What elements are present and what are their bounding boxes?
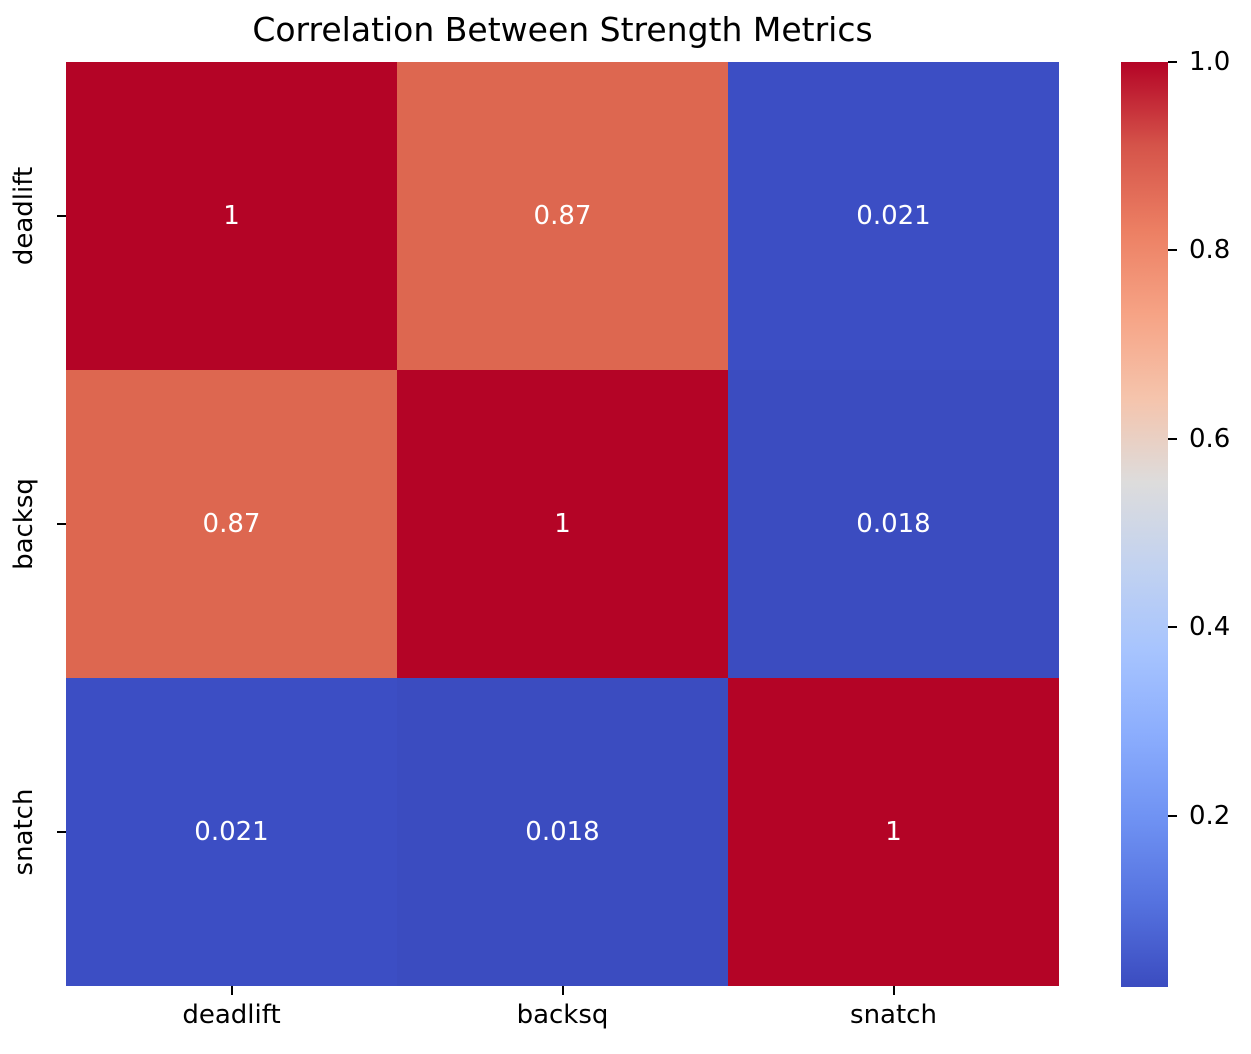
colorbar-tick-label: 0.6 bbox=[1189, 423, 1231, 454]
x-tick-label: backsq bbox=[516, 1000, 609, 1030]
heatmap-cell: 0.018 bbox=[397, 678, 728, 986]
x-axis: deadlift backsq snatch bbox=[66, 986, 1059, 1054]
colorbar-gradient bbox=[1121, 62, 1168, 987]
x-tick-mark bbox=[561, 986, 564, 995]
x-tick-label: deadlift bbox=[182, 1000, 281, 1030]
colorbar-tick-label: 0.4 bbox=[1189, 612, 1231, 643]
x-tick-mark bbox=[892, 986, 895, 995]
colorbar-tick-mark bbox=[1168, 61, 1177, 63]
heatmap-cell-value: 0.018 bbox=[525, 817, 600, 847]
colorbar-tick-label: 1.0 bbox=[1189, 47, 1231, 77]
colorbar-tick-mark bbox=[1168, 437, 1177, 440]
heatmap-cell: 0.87 bbox=[397, 62, 728, 370]
heatmap-grid: 1 0.87 0.021 0.87 1 0.018 0.021 0.018 1 bbox=[66, 62, 1059, 986]
colorbar-tick-label: 0.2 bbox=[1189, 800, 1231, 831]
y-tick-mark bbox=[57, 214, 66, 217]
heatmap-cell: 1 bbox=[66, 62, 397, 370]
heatmap-cell-value: 1 bbox=[885, 817, 902, 847]
colorbar-ticks: 1.0 0.8 0.6 0.4 0.2 bbox=[1168, 47, 1251, 987]
heatmap-cell: 1 bbox=[728, 678, 1059, 986]
colorbar-tick-mark bbox=[1168, 814, 1177, 817]
y-tick-label: snatch bbox=[9, 788, 39, 876]
heatmap-cell-value: 1 bbox=[554, 509, 571, 539]
y-axis: deadlift backsq snatch bbox=[0, 62, 66, 986]
x-tick-mark bbox=[230, 986, 233, 995]
heatmap-cell-value: 0.018 bbox=[856, 509, 931, 539]
heatmap-cell: 0.021 bbox=[728, 62, 1059, 370]
y-tick-label: backsq bbox=[9, 478, 39, 570]
y-tick-mark bbox=[57, 523, 66, 525]
colorbar-tick-mark bbox=[1168, 249, 1177, 252]
y-tick-mark bbox=[57, 831, 66, 833]
heatmap-cell-value: 1 bbox=[223, 201, 240, 231]
heatmap-cell: 1 bbox=[397, 370, 728, 678]
chart-title: Correlation Between Strength Metrics bbox=[252, 10, 873, 49]
heatmap-cell-value: 0.021 bbox=[856, 201, 931, 231]
colorbar-tick-label: 0.8 bbox=[1189, 235, 1231, 266]
heatmap-cell-value: 0.87 bbox=[202, 509, 261, 539]
x-tick-label: snatch bbox=[850, 1000, 937, 1030]
heatmap-cell: 0.018 bbox=[728, 370, 1059, 678]
heatmap-cell: 0.87 bbox=[66, 370, 397, 678]
colorbar-tick-mark bbox=[1168, 626, 1177, 629]
heatmap-cell-value: 0.021 bbox=[194, 817, 269, 847]
y-tick-label: deadlift bbox=[9, 166, 39, 266]
heatmap-cell-value: 0.87 bbox=[533, 201, 592, 231]
heatmap-cell: 0.021 bbox=[66, 678, 397, 986]
